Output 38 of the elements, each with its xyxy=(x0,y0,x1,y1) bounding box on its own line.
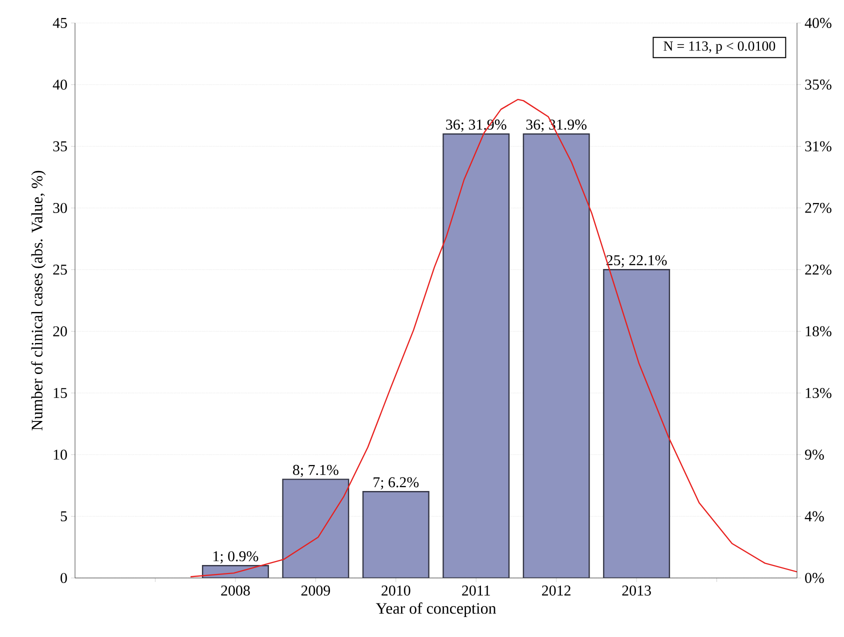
y-tick-label: 15 xyxy=(54,388,67,398)
line-series xyxy=(190,98,797,578)
x-tick-label: 2013 xyxy=(622,586,651,596)
y2-tick-label: 22% xyxy=(805,264,832,275)
bar xyxy=(522,133,590,578)
bar xyxy=(362,491,430,578)
data-label: 1; 0.9% xyxy=(214,551,258,564)
y-tick-label: 45 xyxy=(52,18,67,28)
data-label: 8; 7.1% xyxy=(292,464,338,478)
y-axis-title: Number of clinical cases (abs. Value, %) xyxy=(31,170,46,430)
y-tick-label: 5 xyxy=(60,511,67,522)
y-tick-label: 35 xyxy=(53,141,67,152)
bar xyxy=(282,478,350,578)
x-tick-label: 2008 xyxy=(221,586,250,596)
y-tick-label: 0 xyxy=(60,572,67,584)
y2-tick-label: 4% xyxy=(804,511,824,522)
bar xyxy=(442,133,510,578)
x-tick-label: 2011 xyxy=(462,586,490,596)
x-tick-label: 2010 xyxy=(382,586,410,596)
x-axis-title: Year of conception xyxy=(376,602,496,618)
y2-tick-label: 18% xyxy=(806,326,832,336)
y2-tick-label: 35% xyxy=(805,80,832,90)
y2-tick-label: 0% xyxy=(805,572,824,584)
y2-tick-label: 40% xyxy=(804,18,832,28)
data-label: 7; 6.2% xyxy=(374,477,419,490)
y2-tick-label: 9% xyxy=(805,450,824,460)
x-tick-label: 2009 xyxy=(301,586,330,596)
y2-tick-label: 27% xyxy=(805,202,832,214)
y-tick-label: 25 xyxy=(53,264,67,275)
annotation: N = 113, p < 0.0100 xyxy=(664,41,776,54)
x-tick-label: 2012 xyxy=(542,586,570,596)
y-tick-label: 10 xyxy=(54,450,67,460)
bar xyxy=(603,269,670,578)
y2-tick-label: 31% xyxy=(805,141,832,152)
y2-tick-label: 13% xyxy=(806,388,832,398)
y-tick-label: 30 xyxy=(53,202,67,214)
y-tick-label: 20 xyxy=(53,326,67,336)
y-tick-label: 40 xyxy=(52,80,67,90)
